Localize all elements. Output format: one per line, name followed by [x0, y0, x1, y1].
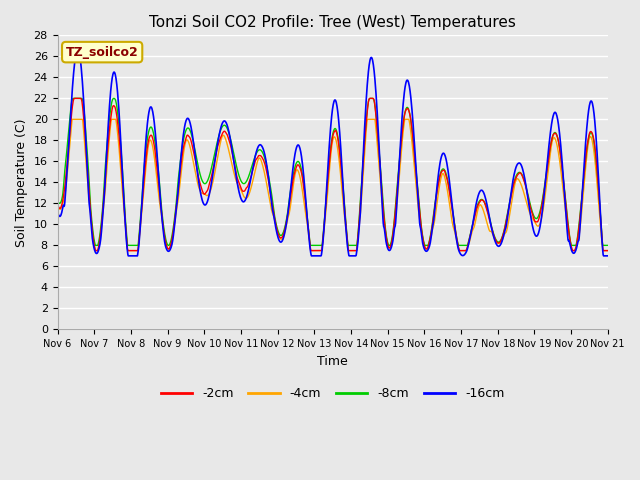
-16cm	[419, 240, 426, 246]
-8cm	[177, 156, 184, 162]
-4cm	[92, 248, 100, 253]
X-axis label: Time: Time	[317, 355, 348, 368]
Text: TZ_soilco2: TZ_soilco2	[66, 46, 138, 59]
-2cm	[177, 165, 184, 171]
-8cm	[604, 242, 612, 248]
-2cm	[491, 235, 499, 240]
-2cm	[72, 96, 80, 101]
-4cm	[604, 248, 612, 253]
-16cm	[604, 253, 612, 259]
-16cm	[238, 198, 246, 204]
-2cm	[163, 245, 171, 251]
-8cm	[54, 199, 61, 204]
-16cm	[163, 248, 171, 253]
-4cm	[540, 207, 547, 213]
-8cm	[491, 234, 499, 240]
-8cm	[540, 192, 547, 198]
-16cm	[74, 46, 82, 51]
-2cm	[540, 195, 547, 201]
-2cm	[604, 248, 612, 253]
-16cm	[54, 210, 61, 216]
-4cm	[491, 236, 499, 242]
-16cm	[540, 201, 547, 207]
-16cm	[124, 253, 132, 259]
-8cm	[419, 233, 426, 239]
-8cm	[71, 96, 79, 101]
-2cm	[92, 248, 100, 253]
Y-axis label: Soil Temperature (C): Soil Temperature (C)	[15, 118, 28, 247]
-2cm	[419, 235, 426, 240]
Line: -16cm: -16cm	[58, 48, 608, 256]
Title: Tonzi Soil CO2 Profile: Tree (West) Temperatures: Tonzi Soil CO2 Profile: Tree (West) Temp…	[149, 15, 516, 30]
-8cm	[92, 242, 100, 248]
-4cm	[419, 235, 426, 241]
Line: -8cm: -8cm	[58, 98, 608, 245]
-16cm	[491, 237, 499, 242]
-16cm	[177, 157, 184, 163]
-4cm	[163, 245, 171, 251]
-8cm	[163, 241, 171, 247]
Line: -2cm: -2cm	[58, 98, 608, 251]
-4cm	[68, 117, 76, 122]
-4cm	[54, 204, 61, 210]
-4cm	[238, 190, 246, 196]
Line: -4cm: -4cm	[58, 120, 608, 251]
-2cm	[54, 202, 61, 208]
Legend: -2cm, -4cm, -8cm, -16cm: -2cm, -4cm, -8cm, -16cm	[156, 383, 509, 406]
-2cm	[238, 188, 246, 193]
-8cm	[238, 180, 246, 186]
-4cm	[177, 175, 184, 180]
